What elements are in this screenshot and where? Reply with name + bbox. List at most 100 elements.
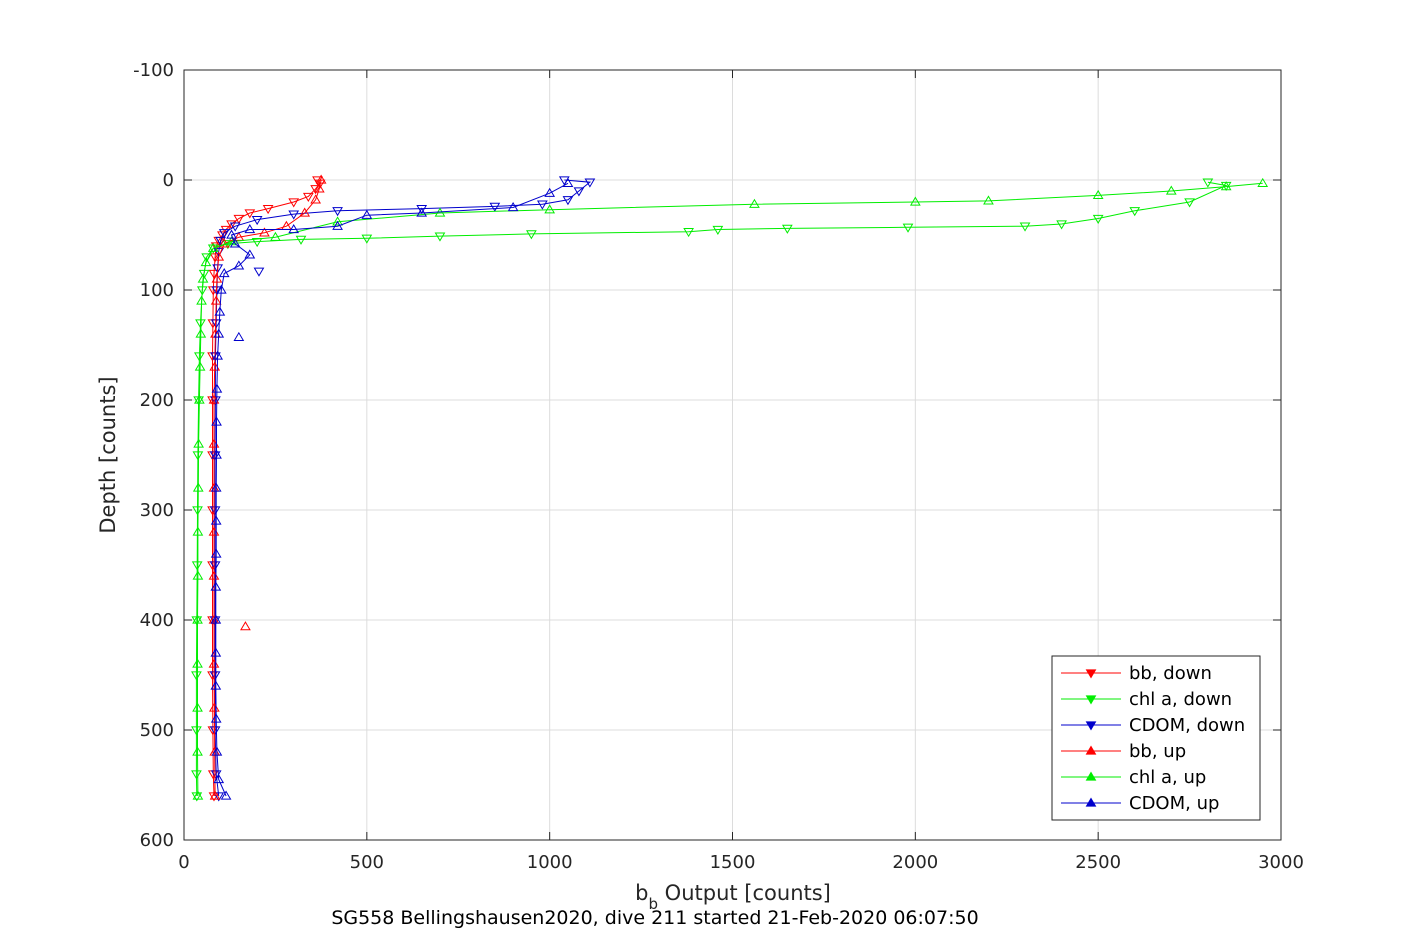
- data-point: [310, 194, 322, 204]
- data-point: [209, 671, 221, 681]
- data-point: [416, 204, 428, 215]
- y-tick-label: 100: [140, 280, 174, 301]
- legend-marker: [1085, 695, 1097, 705]
- data-point: [251, 215, 263, 226]
- data-point: [209, 790, 221, 800]
- legend-marker: [1085, 771, 1097, 781]
- data-point: [213, 328, 225, 338]
- data-point: [192, 451, 204, 461]
- data-point: [210, 295, 222, 305]
- data-point: [361, 209, 373, 219]
- data-point: [312, 176, 323, 186]
- data-point: [209, 561, 221, 571]
- data-point: [507, 202, 519, 212]
- data-point: [244, 224, 256, 234]
- data-point: [211, 416, 222, 426]
- legend-label: chl a, down: [1129, 689, 1232, 710]
- data-point: [214, 306, 226, 316]
- data-point: [191, 770, 202, 780]
- data-point: [1092, 189, 1104, 200]
- data-point: [288, 210, 300, 220]
- data-point: [192, 790, 204, 800]
- data-point: [193, 394, 205, 404]
- data-point: [192, 506, 203, 516]
- data-point: [573, 187, 585, 197]
- data-point: [1165, 185, 1177, 195]
- y-tick-label: 0: [163, 170, 174, 191]
- series-line: [197, 182, 1263, 797]
- data-point: [207, 242, 219, 252]
- data-point: [295, 235, 307, 245]
- legend-marker: [1085, 669, 1097, 679]
- data-point: [288, 198, 300, 208]
- data-point: [193, 352, 205, 362]
- data-point: [213, 792, 225, 802]
- data-point: [233, 214, 245, 224]
- data-point: [244, 249, 256, 259]
- data-point: [259, 227, 270, 237]
- series-layer: [191, 174, 1269, 802]
- y-tick-label: -100: [133, 60, 174, 81]
- x-tick-label: 3000: [1258, 852, 1304, 873]
- x-tick-label: 500: [350, 852, 384, 873]
- data-point: [194, 361, 206, 371]
- series-bb-down: [207, 176, 326, 802]
- data-point: [288, 224, 300, 234]
- data-point: [191, 726, 202, 736]
- x-tick-label: 2000: [892, 852, 938, 873]
- data-point: [489, 202, 501, 212]
- data-point: [211, 383, 223, 393]
- data-point: [213, 774, 225, 784]
- data-point: [310, 185, 322, 195]
- data-point: [209, 506, 221, 516]
- data-point: [712, 225, 724, 235]
- data-point: [361, 234, 373, 244]
- series-line: [215, 182, 569, 797]
- legend-item: chl a, down: [1061, 689, 1232, 710]
- data-point: [192, 702, 203, 712]
- data-point: [208, 394, 220, 404]
- data-point: [332, 216, 343, 226]
- data-point: [226, 220, 237, 230]
- data-point: [332, 207, 343, 217]
- data-point: [314, 179, 326, 189]
- data-point: [191, 561, 203, 571]
- data-point: [251, 237, 263, 248]
- data-point: [208, 269, 220, 279]
- x-axis-label: bb Output [counts]: [635, 881, 831, 913]
- legend: bb, down chl a, down CDOM, down bb, up chl a…: [1051, 655, 1261, 821]
- data-point: [218, 229, 230, 239]
- legend-marker: [1085, 797, 1097, 807]
- data-point: [1220, 181, 1232, 191]
- legend-label: bb, down: [1129, 663, 1212, 684]
- data-point: [302, 192, 314, 202]
- data-point: [781, 224, 793, 234]
- data-point: [544, 204, 556, 214]
- data-point: [193, 438, 205, 448]
- data-point: [416, 207, 428, 217]
- data-point: [208, 702, 220, 712]
- legend-item: CDOM, down: [1061, 715, 1245, 736]
- axes: [183, 69, 1282, 841]
- x-tick-label: 1000: [527, 852, 573, 873]
- legend-label: bb, up: [1129, 741, 1186, 762]
- data-point: [191, 671, 202, 681]
- data-point: [195, 328, 207, 338]
- series-line: [214, 179, 592, 797]
- data-point: [220, 790, 232, 800]
- data-point: [749, 198, 760, 208]
- data-point: [210, 396, 221, 406]
- data-point: [270, 231, 281, 241]
- data-point: [1202, 178, 1214, 188]
- series-chl-a-up: [192, 177, 1269, 800]
- data-point: [526, 230, 537, 240]
- data-point: [210, 680, 222, 690]
- data-point: [332, 220, 343, 230]
- y-tick-labels: -100 0 100 200 300 400 500 600: [133, 60, 174, 851]
- data-point: [584, 178, 596, 188]
- data-point: [562, 196, 574, 206]
- data-point: [909, 196, 921, 206]
- data-point: [233, 260, 245, 270]
- data-point: [536, 200, 548, 210]
- legend-marker: [1085, 721, 1097, 731]
